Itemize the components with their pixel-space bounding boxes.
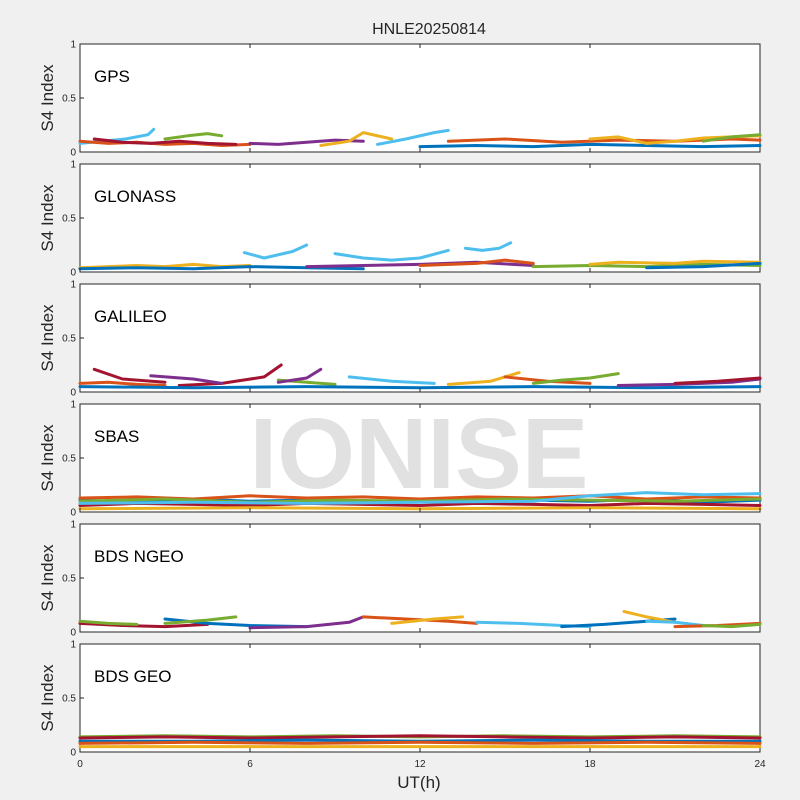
y-tick-label: 0.5 [62,574,76,585]
y-tick-label: 1 [70,280,76,291]
series-line-4-12 [701,622,762,629]
y-axis-label: S4 Index [38,424,57,492]
series-line-0-10 [701,133,762,143]
series-line-0-9 [588,134,762,145]
y-tick-label: 0.5 [62,214,76,225]
y-tick-label: 0 [70,148,76,159]
y-tick-label: 0 [70,388,76,399]
series-line-2-7 [446,371,521,386]
series-line-1-2 [242,243,309,260]
figure-title: HNLE20250814 [372,21,486,38]
panel-label: GLONASS [94,187,176,206]
panel-label: SBAS [94,427,139,446]
y-axis-label: S4 Index [38,184,57,252]
y-tick-label: 0.5 [62,94,76,105]
series-line-0-7 [418,142,762,149]
y-axis-label: S4 Index [38,544,57,612]
series-line-1-4 [463,241,513,252]
series-line-2-1 [78,380,167,387]
axes-frame [79,283,761,393]
y-tick-label: 0.5 [62,454,76,465]
y-tick-label: 1 [70,40,76,51]
x-tick-label: 24 [754,759,766,770]
axes-frame [79,523,761,633]
series-line-0-8 [446,137,762,144]
panel-2: 0 0.5 1 S4 Index GALILEO [38,280,762,399]
series-line-4-3 [163,615,238,625]
panel-0: 0 0.5 1 S4 Index GPS [38,40,762,159]
x-tick-label: 18 [584,759,596,770]
series-line-1-8 [588,259,762,266]
series-line-5-1 [78,734,762,740]
series-line-2-10 [531,372,620,385]
series-line-2-3 [149,374,224,385]
x-tick-label: 6 [247,759,253,770]
series-line-0-1 [78,139,252,147]
series-line-0-3 [163,132,224,141]
series-line-1-9 [645,261,762,270]
series-line-2-9 [78,385,762,390]
series-line-0-6 [376,128,450,146]
series-line-0-2 [92,137,238,146]
y-tick-label: 1 [70,520,76,531]
series-line-4-0 [78,621,209,629]
y-tick-label: 0 [70,268,76,279]
series-line-2-2 [177,363,283,387]
series-line-2-5 [276,367,323,384]
panel-label: GALILEO [94,307,167,326]
panel-3: 0 0.5 1 S4 Index SBAS [38,400,762,519]
panel-1: 0 0.5 1 S4 Index GLONASS [38,160,762,279]
y-tick-label: 0 [70,748,76,759]
panel-label: BDS GEO [94,667,171,686]
y-tick-label: 0 [70,508,76,519]
series-line-3-4 [78,491,762,505]
y-tick-label: 1 [70,640,76,651]
series-line-5-3 [78,740,762,745]
x-axis-label: UT(h) [397,773,440,792]
panel-4: 0 0.5 1 S4 Index BDS NGEO [38,520,762,639]
y-axis-label: S4 Index [38,64,57,132]
axes-frame [79,643,761,753]
y-axis-label: S4 Index [38,664,57,732]
series-line-4-10 [645,619,705,627]
y-tick-label: 0.5 [62,694,76,705]
panel-5: 0 0.5 1 0 6 12 18 24 S4 Index BDS GEO [38,640,766,771]
series-line-2-12 [673,376,762,385]
series-line-2-0 [92,367,167,384]
panel-label: BDS NGEO [94,547,184,566]
series-line-0-5 [319,131,394,147]
y-axis-label: S4 Index [38,304,57,372]
x-tick-label: 0 [77,759,83,770]
series-line-4-6 [390,615,464,625]
watermark: IONISE [250,398,589,510]
series-line-4-4 [248,615,365,630]
y-tick-label: 0.5 [62,334,76,345]
y-tick-label: 1 [70,160,76,171]
x-tick-label: 12 [414,759,426,770]
panel-label: GPS [94,67,130,86]
series-line-2-6 [347,375,436,385]
series-line-3-2 [78,501,762,507]
series-line-4-1 [78,619,139,626]
axes-frame [79,163,761,273]
panels-group: 0 0.5 1 S4 Index GPS 0 0.5 1 S4 Index GLONASS 0 0.5… [38,40,766,771]
y-tick-label: 0 [70,628,76,639]
series-line-1-6 [418,258,535,267]
y-tick-label: 1 [70,400,76,411]
series-line-1-3 [333,248,450,262]
